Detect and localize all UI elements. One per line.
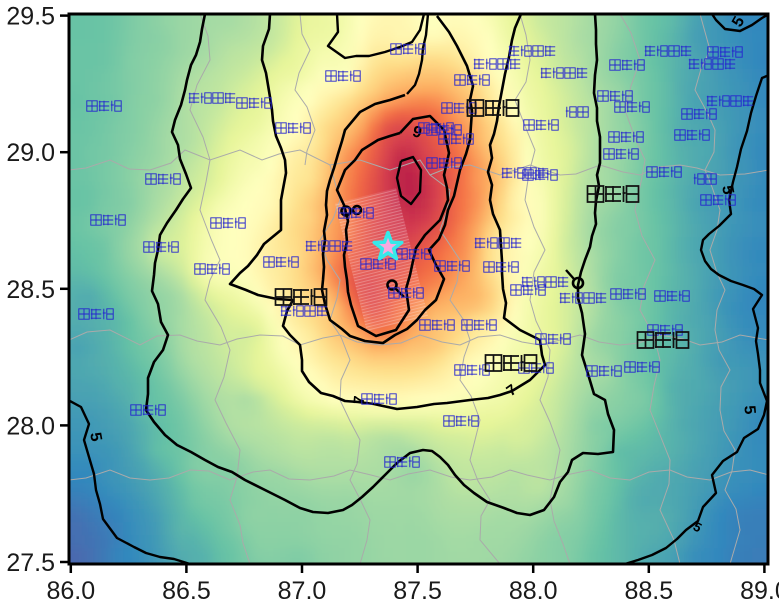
svg-text:86.5: 86.5 xyxy=(162,577,211,605)
svg-text:29.0: 29.0 xyxy=(6,139,55,167)
svg-text:27.5: 27.5 xyxy=(6,549,55,577)
svg-text:87.0: 87.0 xyxy=(278,577,327,605)
svg-text:5: 5 xyxy=(740,405,758,415)
svg-text:88.5: 88.5 xyxy=(624,577,673,605)
svg-text:5: 5 xyxy=(718,184,736,196)
svg-text:5: 5 xyxy=(86,431,104,443)
svg-text:89.0: 89.0 xyxy=(740,577,779,605)
svg-text:88.0: 88.0 xyxy=(509,577,558,605)
svg-text:29.5: 29.5 xyxy=(6,3,55,31)
svg-text:28.5: 28.5 xyxy=(6,276,55,304)
svg-text:86.0: 86.0 xyxy=(46,577,95,605)
svg-text:87.5: 87.5 xyxy=(393,577,442,605)
svg-text:7: 7 xyxy=(351,395,369,405)
svg-text:28.0: 28.0 xyxy=(6,412,55,440)
